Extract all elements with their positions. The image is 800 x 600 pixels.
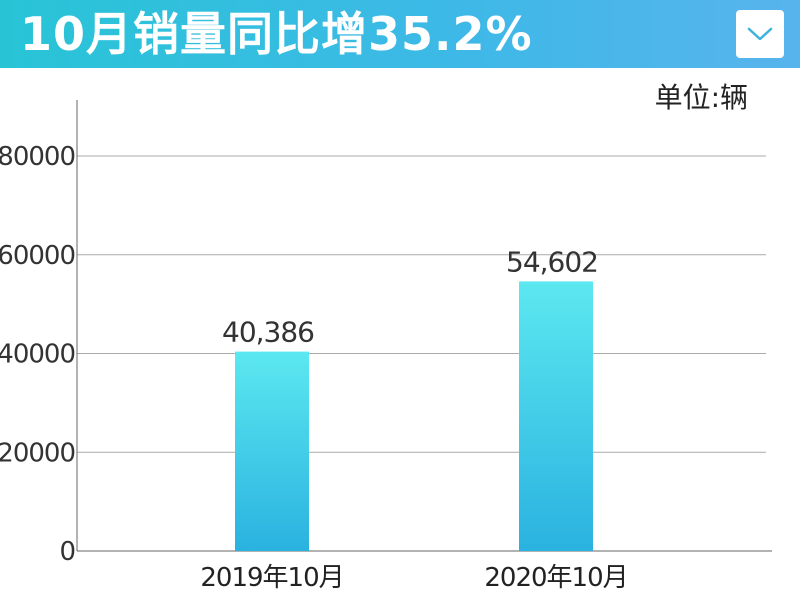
y-tick-label: 0	[59, 537, 75, 567]
bar-value-label: 40,386	[222, 316, 314, 349]
bar	[235, 351, 309, 551]
bars	[235, 281, 593, 551]
unit-label: 单位:辆	[654, 81, 748, 114]
data-labels: 40,386 54,602	[222, 245, 599, 349]
header-banner: 10月销量同比增35.2%	[0, 0, 800, 68]
chart-title: 10月销量同比增35.2%	[20, 7, 533, 61]
x-category-label: 2020年10月	[484, 563, 627, 593]
dropdown-button[interactable]	[736, 10, 784, 58]
y-tick-label: 40000	[0, 340, 75, 370]
bar	[519, 281, 593, 551]
chevron-down-icon	[747, 27, 773, 41]
grid-lines	[77, 155, 766, 453]
y-tick-label: 60000	[0, 241, 75, 271]
bar-value-label: 54,602	[506, 245, 598, 278]
y-tick-labels: 0 20000 40000 60000 80000	[0, 142, 76, 567]
category-labels: 2019年10月 2020年10月	[200, 563, 628, 593]
y-tick-label: 20000	[0, 438, 75, 468]
y-tick-label: 80000	[0, 142, 75, 172]
x-category-label: 2019年10月	[200, 563, 343, 593]
axes	[76, 100, 772, 552]
